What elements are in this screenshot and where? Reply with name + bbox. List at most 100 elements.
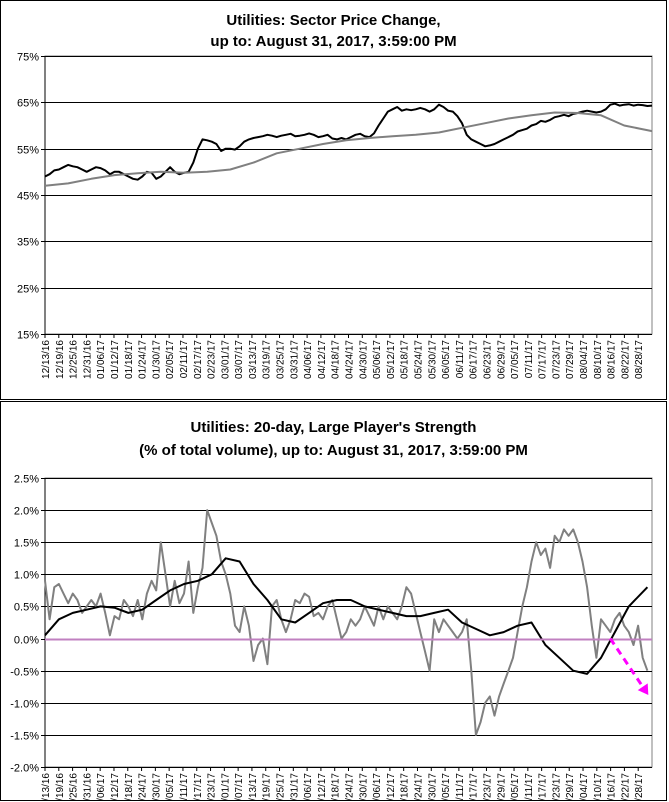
strength-xtick-label: 06/11/17 — [455, 773, 466, 800]
price-xtick-label: 08/28/17 — [634, 340, 645, 379]
price-xtick-label: 08/16/17 — [607, 340, 618, 379]
strength-xtick-label: 06/23/17 — [482, 773, 493, 800]
price-xtick-label: 02/17/17 — [193, 340, 204, 379]
price-xtick-label: 01/12/17 — [110, 340, 121, 379]
price-chart-title: Utilities: Sector Price Change, — [226, 12, 441, 29]
strength-chart-subtitle: (% of total volume), up to: August 31, 2… — [139, 442, 528, 459]
price-xtick-label: 01/30/17 — [151, 340, 162, 379]
strength-xtick-label: 06/05/17 — [441, 773, 452, 800]
price-xtick-label: 12/31/16 — [82, 340, 93, 379]
price-xtick-label: 12/25/16 — [69, 340, 80, 379]
price-xtick-label: 04/06/17 — [303, 340, 314, 379]
strength-xtick-label: 07/11/17 — [524, 773, 535, 800]
strength-xtick-label: 08/22/17 — [620, 773, 631, 800]
price-xtick-label: 07/23/17 — [551, 340, 562, 379]
trend-arrow-head — [637, 683, 649, 696]
price-chart-panel: Utilities: Sector Price Change, up to: A… — [0, 0, 667, 400]
price-xtick-label: 03/01/17 — [220, 340, 231, 379]
strength-xtick-label: 04/06/17 — [303, 773, 314, 800]
price-xtick-label: 04/18/17 — [331, 340, 342, 379]
price-xtick-label: 12/13/16 — [41, 340, 52, 379]
price-ytick-label: 45% — [17, 191, 39, 203]
strength-xtick-label: 07/23/17 — [551, 773, 562, 800]
price-xtick-label: 02/11/17 — [179, 340, 190, 379]
strength-xtick-label: 07/05/17 — [510, 773, 521, 800]
strength-chart: -2.0% -1.5% -1.0% -0.5% 0.0% 0.5% 1.0% 1.5% 2.0%… — [10, 474, 653, 800]
price-xtick-label: 12/19/16 — [55, 340, 66, 379]
price-xtick-label: 01/06/17 — [96, 340, 107, 379]
strength-xtick-label: 06/17/17 — [469, 773, 480, 800]
strength-ytick-label: 2.0% — [14, 506, 39, 518]
strength-xtick-label: 12/19/16 — [55, 773, 66, 800]
strength-xtick-label: 01/18/17 — [124, 773, 135, 800]
price-ytick-label: 65% — [17, 98, 39, 110]
strength-ytick-label: -1.0% — [10, 699, 39, 711]
strength-xtick-label: 03/19/17 — [262, 773, 273, 800]
strength-ytick-label: 1.0% — [14, 570, 39, 582]
price-xtick-label: 07/11/17 — [524, 340, 535, 379]
strength-xtick-label: 12/13/16 — [41, 773, 52, 800]
price-xtick-label: 04/24/17 — [345, 340, 356, 379]
strength-xtick-label: 08/10/17 — [593, 773, 604, 800]
strength-ytick-label: 1.5% — [14, 538, 39, 550]
price-chart: 15%25%35%45%55%65%75%12/13/16 12/19/16 12/… — [17, 52, 653, 379]
price-xtick-label: 03/13/17 — [248, 340, 259, 379]
price-xtick-label: 03/31/17 — [289, 340, 300, 379]
strength-xtick-label: 08/04/17 — [579, 773, 590, 800]
price-xtick-label: 01/24/17 — [138, 340, 149, 379]
price-xtick-label: 02/05/17 — [165, 340, 176, 379]
strength-xtick-label: 04/24/17 — [345, 773, 356, 800]
price-xtick-label: 04/30/17 — [358, 340, 369, 379]
price-xtick-label: 05/18/17 — [400, 340, 411, 379]
strength-xtick-label: 01/30/17 — [151, 773, 162, 800]
price-ytick-label: 15% — [17, 330, 39, 342]
strength-xtick-label: 05/12/17 — [386, 773, 397, 800]
price-xtick-label: 07/17/17 — [538, 340, 549, 379]
price-ytick-label: 25% — [17, 284, 39, 296]
price-ytick-label: 55% — [17, 145, 39, 157]
strength-xtick-label: 07/29/17 — [565, 773, 576, 800]
strength-xtick-label: 05/06/17 — [372, 773, 383, 800]
strength-xtick-label: 05/18/17 — [400, 773, 411, 800]
price-xtick-label: 05/06/17 — [372, 340, 383, 379]
strength-series-line-1 — [44, 557, 649, 675]
price-xtick-label: 06/05/17 — [441, 340, 452, 379]
strength-chart-title: Utilities: 20-day, Large Player's Streng… — [190, 419, 477, 436]
price-ytick-label: 35% — [17, 237, 39, 249]
strength-xtick-label: 04/30/17 — [358, 773, 369, 800]
strength-xtick-label: 06/29/17 — [496, 773, 507, 800]
price-xtick-label: 03/07/17 — [234, 340, 245, 379]
strength-xtick-label: 01/12/17 — [110, 773, 121, 800]
strength-ytick-label: 0.0% — [14, 635, 39, 647]
strength-chart-panel: Utilities: 20-day, Large Player's Streng… — [0, 401, 667, 801]
price-xtick-label: 07/05/17 — [510, 340, 521, 379]
strength-xtick-label: 02/17/17 — [193, 773, 204, 800]
strength-xtick-label: 03/31/17 — [289, 773, 300, 800]
strength-xtick-label: 04/12/17 — [317, 773, 328, 800]
price-xtick-label: 03/19/17 — [262, 340, 273, 379]
strength-xtick-label: 03/13/17 — [248, 773, 259, 800]
price-xtick-label: 06/17/17 — [469, 340, 480, 379]
strength-xtick-label: 03/07/17 — [234, 773, 245, 800]
strength-series-line-0 — [44, 509, 649, 736]
strength-ytick-label: 2.5% — [14, 474, 39, 486]
price-xtick-label: 06/29/17 — [496, 340, 507, 379]
strength-ytick-label: -1.5% — [10, 731, 39, 743]
strength-xtick-label: 04/18/17 — [331, 773, 342, 800]
strength-xtick-label: 01/06/17 — [96, 773, 107, 800]
strength-xtick-label: 03/01/17 — [220, 773, 231, 800]
strength-xtick-label: 03/25/17 — [276, 773, 287, 800]
price-xtick-label: 04/12/17 — [317, 340, 328, 379]
strength-xtick-label: 02/23/17 — [207, 773, 218, 800]
price-xtick-label: 08/22/17 — [620, 340, 631, 379]
price-xtick-label: 05/30/17 — [427, 340, 438, 379]
strength-xtick-label: 12/25/16 — [69, 773, 80, 800]
strength-xtick-label: 08/28/17 — [634, 773, 645, 800]
strength-xtick-label: 02/05/17 — [165, 773, 176, 800]
strength-xtick-label: 01/24/17 — [138, 773, 149, 800]
trend-arrow-line — [609, 637, 644, 688]
strength-xtick-label: 05/30/17 — [427, 773, 438, 800]
strength-ytick-label: -2.0% — [10, 763, 39, 775]
price-xtick-label: 05/12/17 — [386, 340, 397, 379]
price-xtick-label: 07/29/17 — [565, 340, 576, 379]
